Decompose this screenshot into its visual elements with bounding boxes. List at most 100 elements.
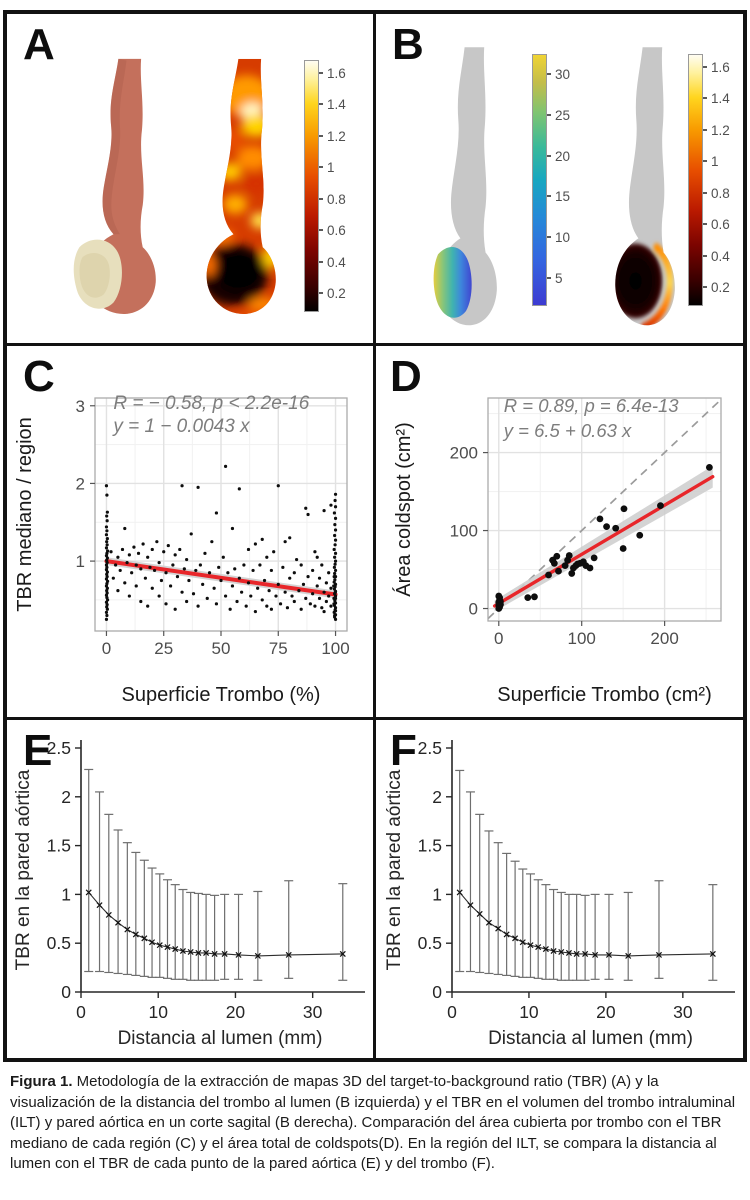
- caption-figure-number: Figura 1.: [10, 1073, 73, 1090]
- colorbar-gradient-hot: [688, 54, 703, 306]
- mean-markers: [85, 889, 346, 959]
- aorta-3d-model: [73, 58, 156, 314]
- colorbar-tick: [319, 197, 323, 200]
- y-tick-label: 2: [76, 474, 85, 493]
- colorbar-tick: [703, 160, 707, 163]
- colorbar-gradient-parula: [532, 54, 547, 306]
- y-tick-label: 3: [76, 397, 85, 416]
- distance-map-overlay: [433, 247, 472, 318]
- panel-f: F 0 10 20 30 0 0.5 1 1.5 2 2.5 Distancia al lumen …: [376, 720, 743, 1058]
- regression-line: [492, 475, 715, 608]
- identity-line: [487, 398, 722, 620]
- y-tick-label: 2: [61, 787, 71, 807]
- colorbar-tick: [319, 229, 323, 232]
- y-tick-label: 0: [432, 982, 442, 1002]
- colorbar-tick-label: 1.4: [711, 91, 730, 107]
- axis-ticks: 0 100 200 0 100 200: [450, 444, 679, 648]
- colorbar-tick: [547, 73, 551, 76]
- x-tick-label: 25: [154, 639, 173, 658]
- stat-annotation: R = 0.89, p = 6.4e-13: [504, 395, 680, 416]
- colorbar-tick-label: 0.2: [327, 286, 346, 302]
- colorbar-tick: [319, 103, 323, 106]
- colorbar-tick-label: 15: [555, 189, 571, 205]
- colorbar-tick-label: 1.6: [711, 59, 730, 75]
- scatter-plot-coldspot-vs-surface: 0 100 200 0 100 200 Superficie Trombo (cm²) Áre…: [392, 395, 722, 706]
- colorbar-distance: 5 10 15 20 25 30: [532, 54, 570, 306]
- colorbar-tick: [547, 276, 551, 279]
- y-tick-label: 2: [432, 787, 442, 807]
- colorbar-tick-label: 5: [555, 270, 563, 286]
- x-axis-title: Superficie Trombo (cm²): [497, 684, 712, 706]
- x-axis-title: Distancia al lumen (mm): [488, 1028, 693, 1049]
- panel-e-label: E: [23, 726, 54, 775]
- panel-e: E 0 10 20 30 0 0.5 1 1.5 2 2.5 Distancia al lumen …: [7, 720, 373, 1058]
- errorbar-plot-thrombus-tbr: 0 10 20 30 0 0.5 1 1.5 2 2.5 Distancia al lumen (m…: [384, 738, 735, 1049]
- grid-lines: [488, 398, 721, 621]
- y-tick-label: 1.5: [47, 836, 71, 856]
- colorbar-tick: [547, 235, 551, 238]
- panel-a-label: A: [23, 20, 56, 69]
- y-axis-title: TBR en la pared aórtica: [384, 769, 405, 970]
- panel-c-label: C: [23, 352, 56, 401]
- colorbar-tick: [703, 97, 707, 100]
- colorbar-tick-label: 1.2: [711, 122, 730, 138]
- y-tick-label: 200: [450, 444, 478, 463]
- colorbar-tick-label: 0.8: [327, 191, 346, 207]
- data-points: [104, 464, 338, 621]
- colorbar-tick-label: 1.4: [327, 97, 346, 113]
- colorbar-tick: [319, 292, 323, 295]
- stat-annotation: R = − 0.58, p < 2.2e-16: [113, 393, 309, 414]
- y-axis-title: TBR en la pared aórtica: [13, 769, 34, 970]
- y-tick-label: 1.5: [418, 836, 442, 856]
- axis-ticks: 0 10 20 30 0 0.5 1 1.5 2 2.5: [418, 738, 693, 1022]
- stat-annotation: y = 6.5 + 0.63 x: [502, 420, 632, 441]
- error-bars: [455, 769, 718, 981]
- regression-line: [104, 559, 338, 597]
- aorta-silhouette-distance: [433, 47, 497, 326]
- panel-b-label: B: [392, 20, 425, 69]
- colorbar-tick-label: 1: [711, 154, 719, 170]
- stat-annotation: y = 1 − 0.0043 x: [111, 416, 251, 437]
- panel-f-label: F: [390, 726, 418, 775]
- x-tick-label: 50: [212, 639, 231, 658]
- colorbar-tick: [703, 223, 707, 226]
- x-tick-label: 0: [102, 639, 111, 658]
- errorbar-plot-wall-tbr: 0 10 20 30 0 0.5 1 1.5 2 2.5 Distancia al lumen (m…: [13, 738, 365, 1049]
- colorbar-tick-label: 30: [555, 67, 571, 83]
- colorbar-tick-label: 25: [555, 107, 571, 123]
- y-tick-label: 2.5: [418, 738, 442, 758]
- panel-b: B 5 10 15 20 25 30: [376, 14, 743, 343]
- tbr-heatmap-texture: [206, 58, 276, 314]
- colorbar-tick-label: 0.4: [711, 248, 730, 264]
- x-tick-label: 30: [303, 1002, 323, 1022]
- colorbar-tbr-a: 0.2 0.4 0.6 0.8 1 1.2 1.4 1.6: [304, 60, 346, 312]
- panel-c: C 0 25 50 75 100 1 2 3 Superficie Trombo (%) TBR …: [7, 346, 373, 717]
- aorta-shading: [102, 58, 127, 235]
- y-axis-title: Área coldspot (cm²): [392, 422, 415, 597]
- colorbar-tick: [703, 191, 707, 194]
- y-tick-label: 2.5: [47, 738, 71, 758]
- x-tick-label: 10: [519, 1002, 539, 1022]
- x-tick-label: 0: [447, 1002, 457, 1022]
- axis-ticks: 0 10 20 30 0 0.5 1 1.5 2 2.5: [47, 738, 323, 1022]
- colorbar-tbr-b: 0.2 0.4 0.6 0.8 1 1.2 1.4 1.6: [688, 54, 730, 306]
- colorbar-tick-label: 0.6: [711, 217, 730, 233]
- x-axis-title: Distancia al lumen (mm): [118, 1028, 323, 1049]
- axis-ticks: 0 25 50 75 100 1 2 3: [76, 397, 350, 658]
- colorbar-gradient-hot: [304, 60, 319, 312]
- figure-caption: Figura 1. Metodología de la extracción d…: [10, 1072, 738, 1175]
- colorbar-tick-label: 20: [555, 148, 571, 164]
- x-tick-label: 0: [494, 629, 503, 648]
- x-tick-label: 200: [650, 629, 678, 648]
- aorta-silhouette-tbr: [615, 47, 675, 326]
- x-tick-label: 10: [148, 1002, 168, 1022]
- colorbar-tick-label: 1.6: [327, 65, 346, 81]
- panel-d-label: D: [390, 352, 423, 401]
- colorbar-tick-label: 0.6: [327, 223, 346, 239]
- x-tick-label: 75: [269, 639, 288, 658]
- y-axis-title: TBR mediano / region: [14, 417, 36, 612]
- colorbar-tick: [319, 166, 323, 169]
- x-tick-label: 20: [596, 1002, 616, 1022]
- y-tick-label: 1: [61, 884, 71, 904]
- x-tick-label: 100: [568, 629, 596, 648]
